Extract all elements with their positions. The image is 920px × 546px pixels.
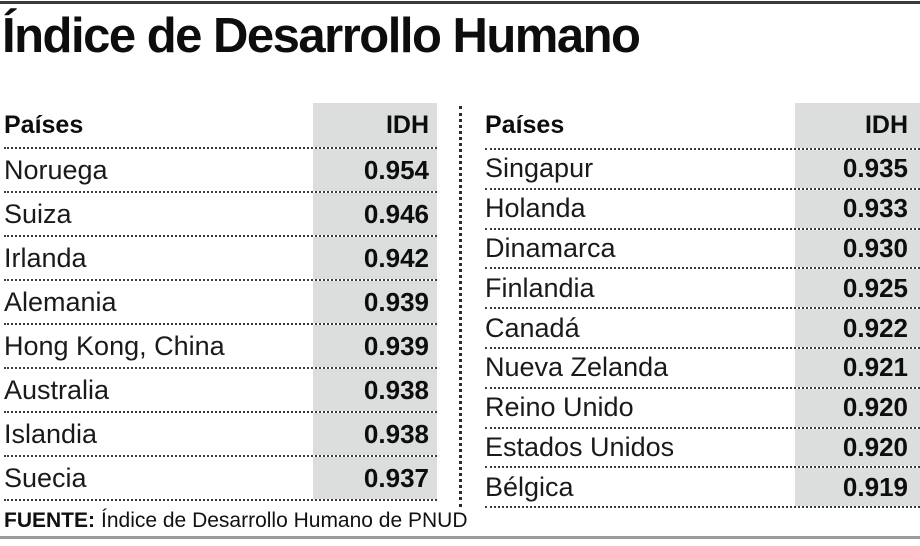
country-label: Alemania	[4, 286, 117, 317]
source-label: FUENTE:	[4, 509, 95, 532]
table-row: Canadá 0.922	[485, 309, 920, 349]
table-row: Estados Unidos 0.920	[485, 428, 920, 469]
idh-value: 0.920	[795, 388, 920, 427]
table-header: Países IDH	[4, 103, 437, 149]
country-label: Suiza	[4, 198, 72, 229]
idh-value: 0.954	[313, 149, 437, 191]
idh-table-right: Países IDH Singapur 0.935 Holanda 0.933 …	[485, 103, 920, 509]
column-header-country: Países	[4, 110, 84, 139]
idh-value: 0.939	[313, 281, 437, 323]
idh-value: 0.938	[313, 369, 437, 411]
table-row: Suecia 0.937	[4, 457, 437, 501]
idh-value: 0.946	[313, 193, 437, 235]
table-row: Irlanda 0.942	[4, 237, 437, 281]
country-label: Estados Unidos	[485, 431, 675, 462]
country-label: Australia	[4, 374, 110, 405]
country-label: Reino Unido	[485, 392, 634, 423]
table-row: Islandia 0.938	[4, 413, 437, 457]
column-header-country: Países	[485, 111, 565, 139]
country-label: Dinamarca	[485, 232, 616, 263]
table-row: Nueva Zelanda 0.921	[485, 348, 920, 389]
idh-value: 0.935	[795, 150, 920, 188]
table-row: Noruega 0.954	[4, 149, 437, 193]
idh-value: 0.922	[795, 309, 920, 347]
country-label: Holanda	[485, 193, 586, 224]
source-note: FUENTE: Índice de Desarrollo Humano de PN…	[4, 509, 468, 533]
idh-table-left: Países IDH Noruega 0.954 Suiza 0.946 Irl…	[4, 103, 437, 501]
country-label: Suecia	[4, 462, 87, 493]
table-row: Bélgica 0.919	[485, 468, 920, 509]
table-body: Noruega 0.954 Suiza 0.946 Irlanda 0.942 …	[4, 149, 437, 501]
source-text: Índice de Desarrollo Humano de PNUD	[101, 509, 468, 532]
country-label: Islandia	[4, 418, 98, 449]
table-row: Holanda 0.933	[485, 189, 920, 230]
table-row: Singapur 0.935	[485, 150, 920, 190]
country-label: Irlanda	[4, 242, 87, 273]
table-row: Alemania 0.939	[4, 281, 437, 325]
country-label: Finlandia	[485, 272, 595, 303]
column-header-idh: IDH	[795, 103, 920, 148]
top-rule	[0, 1, 920, 4]
country-label: Singapur	[485, 153, 594, 184]
column-header-idh: IDH	[313, 103, 437, 147]
page-title: Índice de Desarrollo Humano	[2, 9, 641, 63]
idh-value: 0.937	[313, 457, 437, 499]
idh-value: 0.942	[313, 237, 437, 279]
table-body: Singapur 0.935 Holanda 0.933 Dinamarca 0…	[485, 150, 920, 509]
table-row: Suiza 0.946	[4, 193, 437, 237]
idh-value: 0.919	[795, 468, 920, 507]
idh-value: 0.921	[795, 348, 920, 387]
country-label: Hong Kong, China	[4, 330, 225, 361]
idh-value: 0.930	[795, 229, 920, 268]
idh-value: 0.933	[795, 189, 920, 228]
idh-value: 0.938	[313, 413, 437, 455]
country-label: Bélgica	[485, 471, 574, 502]
idh-value: 0.920	[795, 428, 920, 467]
table-row: Dinamarca 0.930	[485, 229, 920, 270]
country-label: Noruega	[4, 154, 108, 185]
idh-value: 0.939	[313, 325, 437, 367]
table-row: Finlandia 0.925	[485, 269, 920, 310]
vertical-dotted-divider	[459, 106, 462, 507]
country-label: Canadá	[485, 312, 580, 343]
idh-value: 0.925	[795, 269, 920, 308]
table-row: Reino Unido 0.920	[485, 388, 920, 429]
table-row: Australia 0.938	[4, 369, 437, 413]
table-header: Países IDH	[485, 103, 920, 150]
country-label: Nueva Zelanda	[485, 352, 669, 383]
table-row: Hong Kong, China 0.939	[4, 325, 437, 369]
bottom-rule	[0, 536, 920, 539]
